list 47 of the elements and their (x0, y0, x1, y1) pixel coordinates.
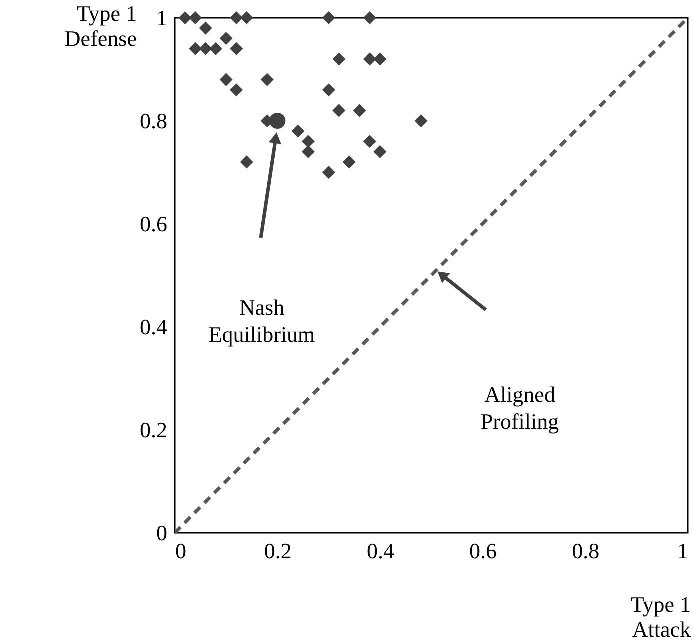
point (363, 135, 376, 148)
y-tick-label: 0.6 (140, 212, 168, 236)
annotation: Aligned Profiling (480, 382, 560, 434)
x-tick-label: 0.8 (572, 538, 600, 564)
point (332, 52, 346, 66)
point (210, 42, 223, 56)
x-axis-title: Type 1 Attack (630, 592, 691, 642)
x-tick-label: 0.6 (470, 538, 498, 564)
point (260, 73, 274, 86)
point (230, 11, 244, 25)
point (302, 145, 315, 158)
point (220, 73, 233, 86)
x-tick-label: 1 (678, 538, 688, 564)
point (230, 84, 244, 97)
point (374, 52, 387, 66)
y-tick-label: 0.4 (140, 314, 168, 340)
y-tick-label: 0.2 (140, 418, 168, 442)
point (220, 32, 233, 46)
point (230, 42, 244, 56)
x-tick-label: 0.4 (366, 538, 394, 564)
point (292, 124, 305, 138)
point (322, 84, 336, 97)
point (270, 112, 286, 130)
y-tick-label: 0 (156, 520, 168, 546)
point (332, 104, 346, 118)
point (199, 42, 212, 56)
y-tick-label: 0.8 (140, 108, 168, 134)
point (342, 156, 356, 169)
point (178, 11, 192, 25)
point (199, 22, 212, 35)
point (240, 156, 254, 169)
y-tick-label: 1 (156, 6, 168, 30)
point (363, 11, 376, 25)
point (414, 114, 428, 128)
point (189, 42, 202, 56)
point (374, 145, 387, 158)
point (302, 135, 315, 148)
x-tick-label: 0 (176, 538, 186, 564)
point (240, 11, 254, 25)
x-tick-label: 0.2 (264, 538, 292, 564)
point (189, 11, 202, 25)
point (353, 104, 366, 118)
point (322, 11, 336, 25)
point (363, 52, 376, 66)
y-axis-title: Type 1 Defense (64, 1, 137, 51)
point (322, 166, 336, 180)
annotation: Nash Equilibrium (208, 295, 316, 347)
